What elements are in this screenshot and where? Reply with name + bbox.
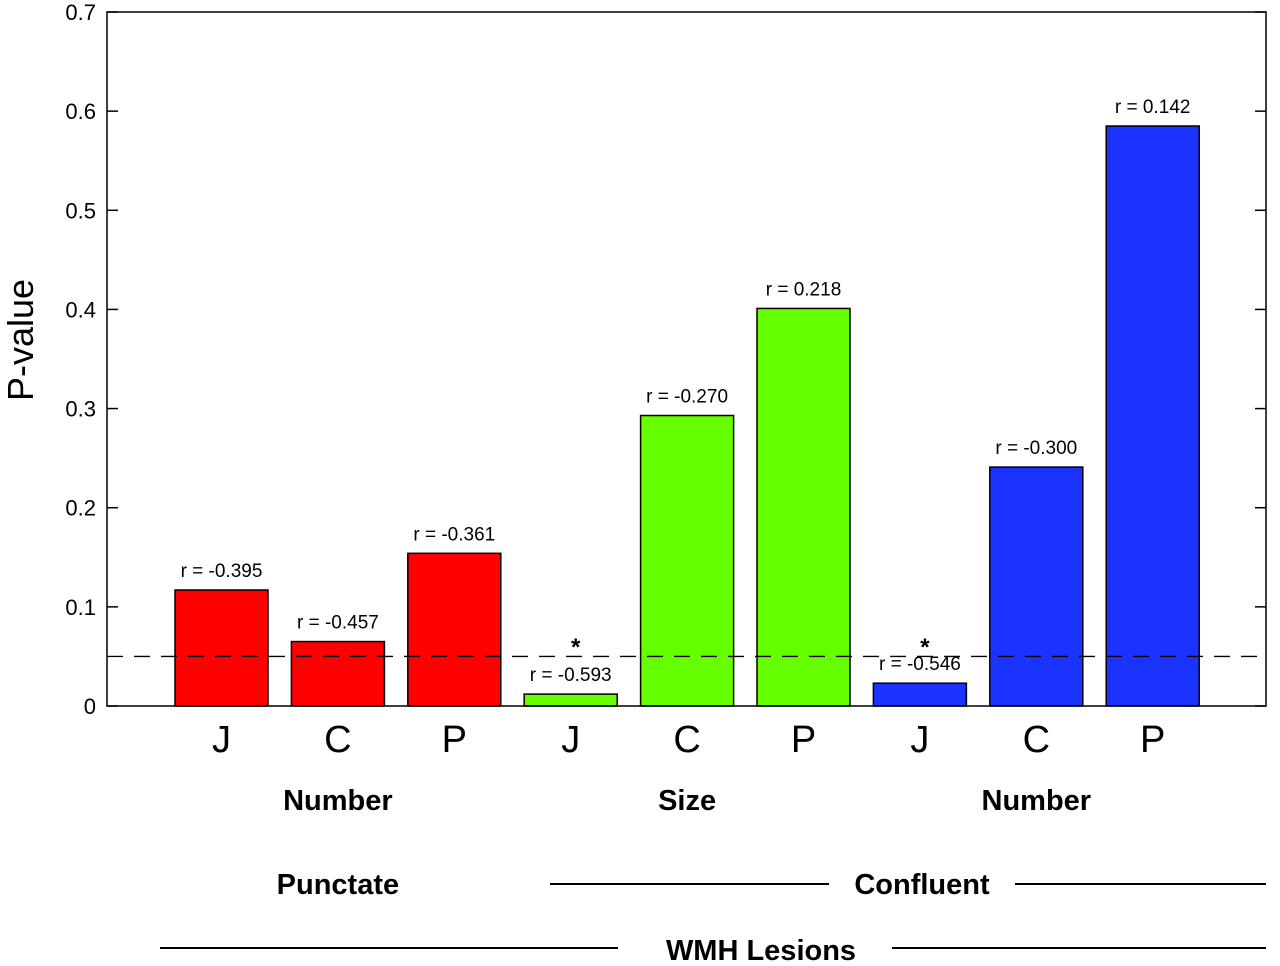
x-category-label: C <box>1023 719 1050 761</box>
bar <box>639 414 735 707</box>
x-category-label: J <box>561 719 580 761</box>
x-category-label: J <box>212 719 231 761</box>
bar <box>174 589 269 707</box>
y-tick-label: 0.2 <box>65 496 96 521</box>
y-tick-label: 0.5 <box>65 198 96 223</box>
y-tick-label: 0.1 <box>65 595 96 620</box>
correlation-labels: r = -0.395 r = -0.457 r = -0.361 r = -0.593… <box>181 97 1191 686</box>
bar <box>756 307 851 707</box>
y-tick-label: 0.6 <box>65 99 96 124</box>
bar <box>290 640 386 707</box>
significance-star: * <box>571 634 581 661</box>
x-category-label: P <box>791 719 816 761</box>
bar <box>523 693 618 707</box>
r-value-label: r = -0.457 <box>297 613 379 634</box>
y-tick-label: 0 <box>84 694 96 719</box>
y-axis-title: P-value <box>0 279 41 401</box>
group-labels: Number Size Number Punctate Confluent WMH Les… <box>160 785 1266 966</box>
bar <box>1105 125 1200 707</box>
group-label-punctate: Punctate <box>277 869 399 901</box>
r-value-label: r = -0.593 <box>530 665 612 686</box>
significance-star: * <box>920 634 930 661</box>
subgroup-label: Number <box>283 785 393 817</box>
y-axis: 0 0.1 0.2 0.3 0.4 0.5 0.6 0.7 <box>65 0 1266 719</box>
bars <box>174 125 1200 707</box>
y-tick-label: 0.3 <box>65 397 96 422</box>
r-value-label: r = -0.270 <box>646 387 728 408</box>
r-value-label: r = 0.142 <box>1115 97 1191 118</box>
subgroup-label: Size <box>658 785 716 817</box>
x-category-label: P <box>442 719 467 761</box>
y-tick-label: 0.7 <box>65 0 96 25</box>
r-value-label: r = -0.546 <box>879 654 961 675</box>
bar <box>989 466 1084 707</box>
x-category-label: C <box>324 719 351 761</box>
r-value-label: r = -0.300 <box>995 438 1077 459</box>
group-label-confluent: Confluent <box>854 869 990 901</box>
supergroup-label-wmh-lesions: WMH Lesions <box>666 935 856 966</box>
x-category-label: P <box>1140 719 1165 761</box>
x-category-label: J <box>910 719 929 761</box>
y-tick-label: 0.4 <box>65 297 96 322</box>
r-value-label: r = -0.361 <box>413 524 495 545</box>
r-value-label: r = 0.218 <box>766 279 842 300</box>
subgroup-label: Number <box>982 785 1092 817</box>
x-category-label: C <box>673 719 700 761</box>
bar <box>872 682 968 707</box>
bar <box>407 552 502 707</box>
plot-frame <box>106 11 1267 707</box>
r-value-label: r = -0.395 <box>181 561 263 582</box>
